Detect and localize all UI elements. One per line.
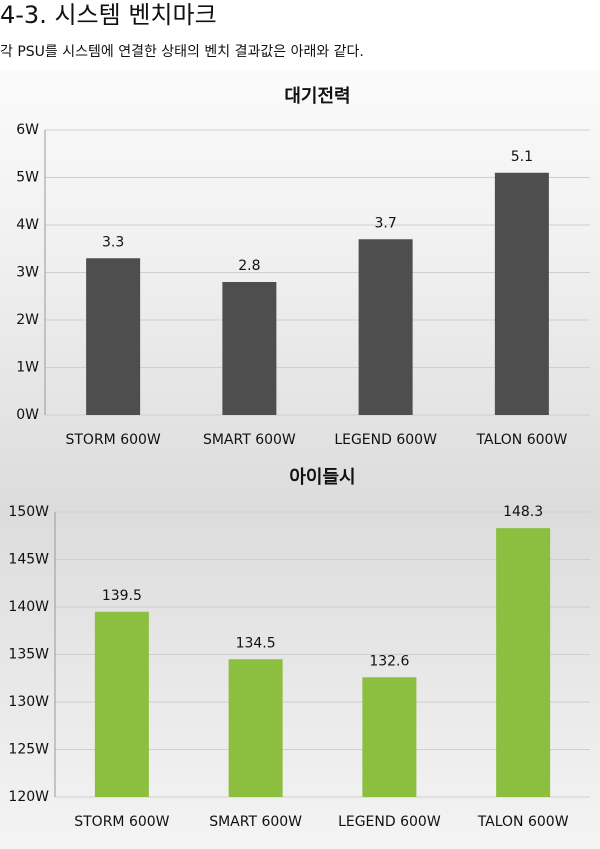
bar — [358, 239, 413, 415]
x-tick-label: SMART 600W — [203, 432, 296, 448]
x-tick-label: LEGEND 600W — [334, 432, 437, 448]
data-label: 134.5 — [236, 635, 276, 651]
y-tick-label: 5W — [16, 170, 39, 186]
y-tick-label: 3W — [16, 265, 39, 281]
heading: 4-3. 시스템 벤치마크 — [0, 1, 217, 29]
y-tick-label: 125W — [8, 742, 49, 758]
y-tick-label: 150W — [8, 504, 49, 520]
x-tick-label: SMART 600W — [209, 814, 302, 830]
y-tick-label: 145W — [8, 552, 49, 568]
intro: 각 PSU를 시스템에 연결한 상태의 벤치 결과값은 아래와 같다. — [0, 44, 364, 60]
y-tick-label: 4W — [16, 217, 39, 233]
data-label: 3.7 — [374, 215, 396, 231]
y-tick-label: 2W — [16, 312, 39, 328]
data-label: 3.3 — [102, 234, 124, 250]
y-tick-label: 1W — [16, 360, 39, 376]
bar — [496, 528, 551, 797]
x-tick-label: STORM 600W — [65, 432, 160, 448]
y-tick-label: 130W — [8, 694, 49, 710]
x-tick-label: TALON 600W — [477, 814, 569, 830]
x-tick-label: STORM 600W — [74, 814, 169, 830]
x-tick-label: LEGEND 600W — [338, 814, 441, 830]
chart-title: 아이들시 — [289, 467, 355, 488]
chart-title: 대기전력 — [284, 86, 350, 107]
data-label: 5.1 — [511, 149, 533, 165]
data-label: 2.8 — [238, 258, 260, 274]
bar — [362, 677, 417, 797]
bar — [494, 172, 549, 415]
bar — [94, 611, 149, 797]
x-tick-label: TALON 600W — [475, 432, 567, 448]
bar — [86, 258, 141, 415]
bar — [228, 659, 283, 797]
y-tick-label: 135W — [8, 647, 49, 663]
data-label: 139.5 — [102, 588, 142, 604]
y-tick-label: 6W — [16, 122, 39, 138]
bar — [222, 282, 277, 415]
y-tick-label: 0W — [16, 407, 39, 423]
data-label: 132.6 — [369, 653, 409, 669]
header-background — [0, 0, 600, 70]
data-label: 148.3 — [503, 504, 543, 520]
y-tick-label: 140W — [8, 599, 49, 615]
y-tick-label: 120W — [8, 789, 49, 805]
